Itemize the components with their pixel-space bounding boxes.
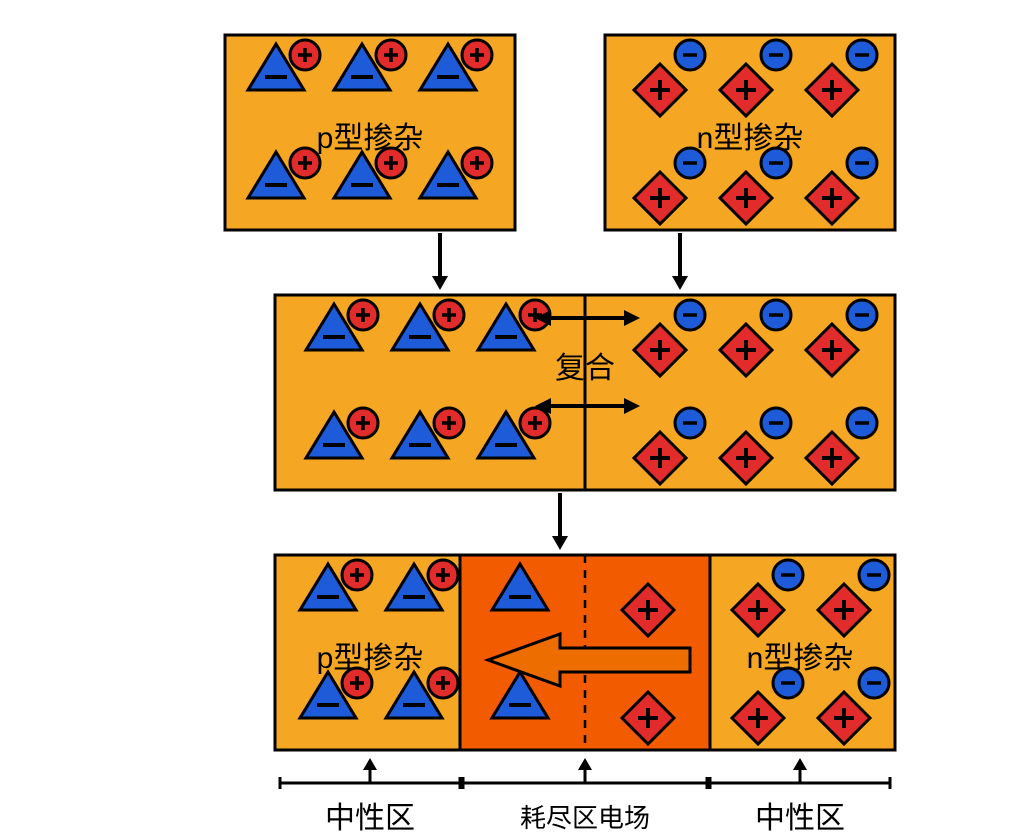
n-type-label-3: n型掺杂 (747, 642, 854, 675)
arrowhead (552, 536, 568, 550)
electron (761, 300, 791, 330)
electron (675, 408, 705, 438)
hole (462, 40, 492, 70)
hole (520, 408, 550, 438)
p-type-label: p型掺杂 (317, 122, 424, 155)
electron (761, 40, 791, 70)
hole (290, 148, 320, 178)
electron (847, 408, 877, 438)
n-type-label: n型掺杂 (697, 122, 804, 155)
hole (434, 300, 464, 330)
electron (859, 560, 889, 590)
electron (847, 148, 877, 178)
electron (847, 40, 877, 70)
pn-junction-diagram: p型掺杂n型掺杂复合p型掺杂n型掺杂耗尽区电场中性区中性区 (0, 0, 1024, 835)
electron (847, 300, 877, 330)
electron (675, 40, 705, 70)
electron (859, 668, 889, 698)
hole (348, 300, 378, 330)
hole (376, 40, 406, 70)
depletion-label: 耗尽区电场 (520, 803, 650, 833)
electron (773, 560, 803, 590)
hole (428, 560, 458, 590)
neutral-label: 中性区 (325, 802, 415, 835)
hole (434, 408, 464, 438)
hole (348, 408, 378, 438)
neutral-label: 中性区 (755, 802, 845, 835)
hole (342, 560, 372, 590)
arrowhead (672, 276, 688, 290)
hole (428, 668, 458, 698)
p-type-label-3: p型掺杂 (317, 642, 424, 675)
hole (290, 40, 320, 70)
hole (462, 148, 492, 178)
electron (675, 300, 705, 330)
arrowhead (432, 276, 448, 290)
electron (761, 408, 791, 438)
recombination-label: 复合 (555, 352, 615, 385)
